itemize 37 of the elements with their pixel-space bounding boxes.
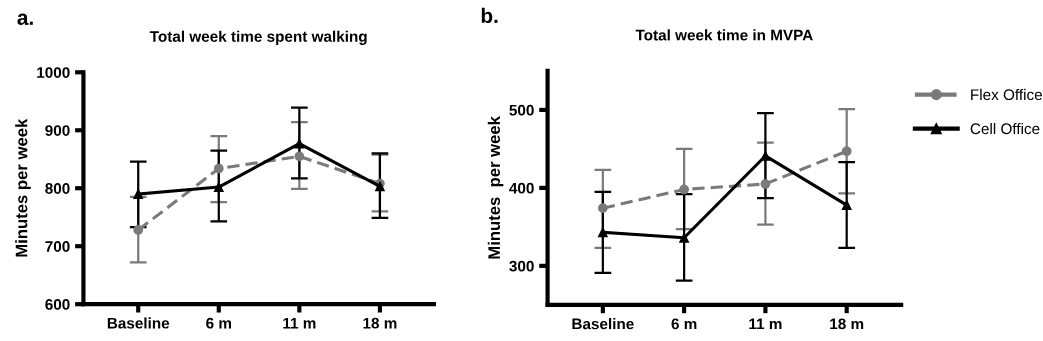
- y-tick-label: 300: [509, 260, 534, 272]
- x-tick-label: 18 m: [830, 318, 864, 330]
- x-tick-label: Baseline: [107, 317, 170, 329]
- x-tick-label: 6 m: [206, 317, 231, 329]
- y-tick-label: 400: [509, 182, 534, 194]
- point: [841, 200, 852, 210]
- y-axis-title: Minutes per week: [487, 116, 504, 259]
- point: [294, 151, 305, 162]
- x-tick-label: Baseline: [572, 318, 634, 330]
- chart-title: Total week time spent walking: [149, 30, 367, 45]
- legend-label: Flex Office: [971, 88, 1042, 101]
- y-tick-label: 600: [45, 299, 70, 310]
- y-tick-label: 800: [45, 183, 70, 194]
- point: [133, 225, 144, 235]
- chart-title: Total week time in MVPA: [635, 29, 813, 41]
- point: [213, 163, 224, 174]
- y-tick-label: 1000: [37, 67, 70, 78]
- legend-label: Cell Office: [970, 122, 1040, 135]
- y-tick-label: 700: [45, 241, 70, 252]
- point: [597, 227, 608, 238]
- text: b.: [481, 7, 498, 24]
- x-tick-label: 11 m: [749, 318, 782, 330]
- text: a.: [17, 13, 33, 25]
- x-tick-label: 6 m: [671, 318, 697, 330]
- y-axis-title: Minutes per week: [15, 118, 31, 257]
- point: [213, 182, 224, 192]
- point: [679, 184, 689, 195]
- point: [760, 151, 771, 161]
- point: [597, 203, 608, 214]
- point: [760, 179, 771, 189]
- y-tick-label: 500: [509, 104, 534, 116]
- x-tick-label: 18 m: [363, 317, 397, 329]
- point: [841, 146, 852, 157]
- point: [133, 189, 144, 199]
- point: [294, 138, 305, 149]
- x-tick-label: 11 m: [283, 317, 316, 329]
- y-tick-label: 900: [45, 125, 70, 136]
